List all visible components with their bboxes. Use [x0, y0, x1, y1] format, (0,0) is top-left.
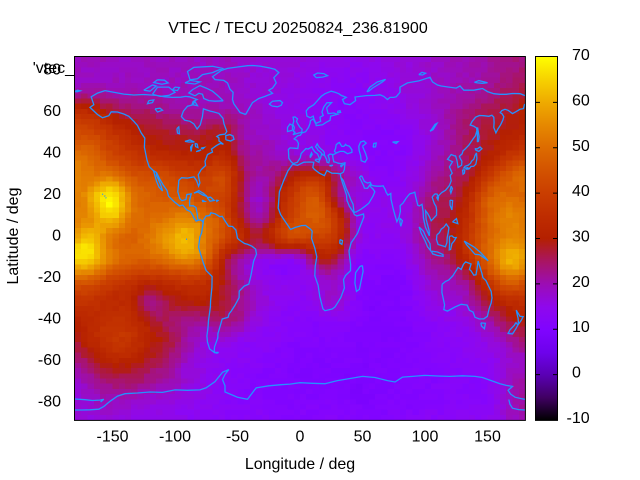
svg-text:-150: -150: [96, 429, 128, 446]
svg-text:-50: -50: [226, 429, 249, 446]
svg-text:VTEC / TECU 20250824_236.81900: VTEC / TECU 20250824_236.81900: [168, 20, 428, 37]
svg-text:0: 0: [52, 228, 61, 245]
svg-text:0: 0: [296, 429, 305, 446]
svg-text:'vtec_: 'vtec_: [33, 60, 75, 77]
svg-text:-10: -10: [567, 410, 590, 427]
svg-text:10: 10: [572, 319, 590, 336]
svg-text:-60: -60: [38, 352, 61, 369]
svg-text:-80: -80: [38, 393, 61, 410]
svg-text:60: 60: [43, 103, 61, 120]
svg-text:Latitude / deg: Latitude / deg: [5, 188, 22, 285]
svg-text:60: 60: [572, 92, 590, 109]
svg-text:50: 50: [572, 138, 590, 155]
svg-text:70: 70: [572, 47, 590, 64]
svg-text:150: 150: [474, 429, 501, 446]
svg-text:20: 20: [43, 186, 61, 203]
svg-text:80: 80: [43, 62, 61, 79]
svg-text:-100: -100: [159, 429, 191, 446]
svg-text:Longitude / deg: Longitude / deg: [245, 456, 355, 473]
svg-text:-40: -40: [38, 311, 61, 328]
svg-text:100: 100: [412, 429, 439, 446]
svg-text:20: 20: [572, 274, 590, 291]
svg-text:40: 40: [572, 183, 590, 200]
svg-text:-20: -20: [38, 269, 61, 286]
svg-text:30: 30: [572, 229, 590, 246]
svg-text:0: 0: [572, 365, 581, 382]
svg-text:40: 40: [43, 145, 61, 162]
svg-text:50: 50: [354, 429, 372, 446]
